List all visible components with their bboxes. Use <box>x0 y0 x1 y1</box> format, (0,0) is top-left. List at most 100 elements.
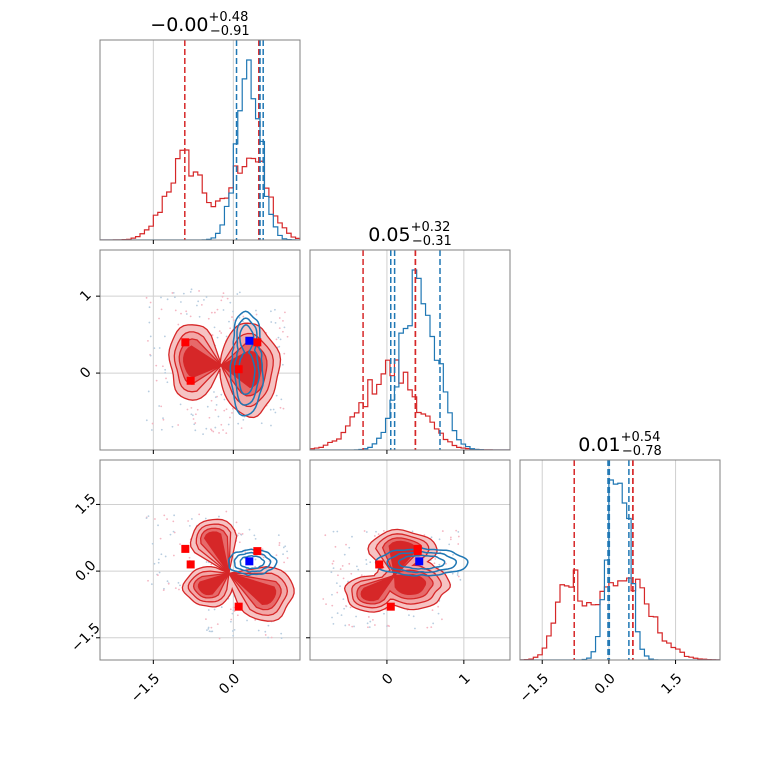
sample-point <box>375 530 377 533</box>
sample-point <box>171 425 174 428</box>
sample-point <box>332 530 335 533</box>
panel-frame <box>99 459 301 661</box>
sample-point <box>448 543 451 546</box>
sample-point <box>232 319 235 322</box>
sample-point <box>196 408 199 411</box>
marker-red <box>386 602 395 611</box>
sample-point <box>238 291 241 294</box>
sample-point <box>274 411 277 414</box>
sample-point <box>171 292 174 294</box>
sample-point <box>351 535 353 538</box>
sample-point <box>155 364 158 367</box>
panel-frame <box>99 249 301 451</box>
sample-point <box>189 315 192 318</box>
sample-point <box>280 637 283 640</box>
sample-point <box>147 579 149 582</box>
sample-point <box>343 607 346 610</box>
sample-point <box>279 406 282 409</box>
sample-point <box>226 297 229 300</box>
y-tick-label: 0.0 <box>72 558 99 585</box>
sample-point <box>210 311 213 314</box>
panel-diag-1 <box>310 250 510 450</box>
sample-point <box>339 585 341 588</box>
sample-point <box>432 622 435 625</box>
sample-point <box>172 554 175 557</box>
sample-point <box>411 530 414 533</box>
panel-frame <box>99 39 301 241</box>
sample-point <box>210 563 213 566</box>
histogram-red <box>100 149 300 240</box>
sample-point <box>334 545 337 548</box>
sample-point <box>282 407 285 410</box>
sample-point <box>198 513 201 516</box>
y-tick-label: 1.5 <box>72 491 99 518</box>
x-tick-label: 0.0 <box>216 671 243 698</box>
sample-point <box>220 423 223 426</box>
sample-point <box>166 580 169 583</box>
sample-point <box>172 520 175 523</box>
sample-point <box>221 295 224 298</box>
sample-point <box>275 338 278 341</box>
sample-point <box>211 334 214 336</box>
sample-point <box>145 517 148 520</box>
sample-point <box>246 619 248 622</box>
sample-point <box>231 630 234 632</box>
sample-point <box>210 626 213 629</box>
sample-point <box>457 535 460 538</box>
sample-point <box>178 588 180 591</box>
sample-point <box>148 306 151 309</box>
sample-point <box>220 606 223 609</box>
title-value: −0.00 <box>150 14 208 36</box>
sample-point <box>153 347 156 350</box>
sample-point <box>177 581 180 584</box>
sample-point <box>360 574 363 577</box>
sample-point <box>270 424 272 427</box>
sample-point <box>185 310 188 313</box>
sample-point <box>278 327 281 330</box>
sample-point <box>437 605 440 608</box>
sample-point <box>373 535 376 537</box>
sample-point <box>270 636 273 639</box>
sample-point <box>267 636 270 639</box>
panel-diag-2 <box>520 460 720 660</box>
sample-point <box>148 321 151 324</box>
sample-point <box>185 313 188 315</box>
sample-point <box>190 518 193 520</box>
sample-point <box>369 561 372 564</box>
sample-point <box>156 574 159 577</box>
sample-point <box>208 416 211 419</box>
sample-point <box>198 315 201 318</box>
sample-point <box>166 381 169 384</box>
sample-point <box>283 326 286 329</box>
sample-point <box>365 531 368 533</box>
sample-point <box>277 534 280 537</box>
sample-point <box>331 616 333 619</box>
contour-blue-2 <box>239 554 266 570</box>
sample-point <box>355 615 357 618</box>
sample-point <box>330 571 333 574</box>
sample-point <box>286 335 289 338</box>
sample-point <box>264 634 267 636</box>
sample-point <box>369 620 372 623</box>
sample-point <box>351 625 354 628</box>
sample-point <box>172 292 175 294</box>
sample-point <box>163 514 166 517</box>
sample-point <box>457 531 460 533</box>
title-plus: +0.48 <box>209 10 249 25</box>
sample-point <box>160 428 163 431</box>
sample-point <box>206 629 208 632</box>
sample-point <box>197 300 200 303</box>
sample-point <box>254 619 257 621</box>
panel-frame <box>309 249 511 451</box>
sample-point <box>188 556 191 559</box>
sample-point <box>242 315 245 318</box>
marker-red <box>234 602 243 611</box>
sample-point <box>451 572 454 575</box>
sample-point <box>220 299 223 302</box>
sample-point <box>218 515 220 518</box>
sample-point <box>158 405 161 407</box>
sample-point <box>155 379 158 382</box>
marker-red <box>181 338 190 347</box>
sample-point <box>278 544 281 547</box>
sample-point <box>286 557 289 559</box>
